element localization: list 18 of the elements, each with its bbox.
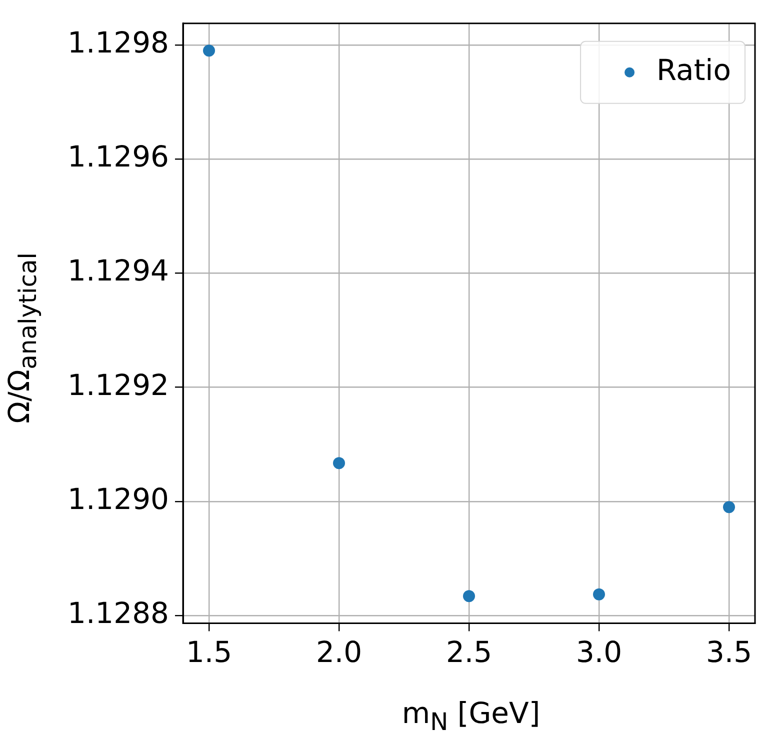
x-tick-label: 3.0 [576, 635, 622, 670]
x-tick-label: 3.5 [706, 635, 752, 670]
x-axis-title: m$_{N}$ [GeV] [400, 696, 542, 736]
x-tick-label: 2.5 [446, 635, 492, 670]
point [333, 457, 345, 470]
point [723, 501, 735, 514]
point [593, 588, 605, 600]
x-tick-label: 1.5 [186, 635, 232, 670]
y-tick-label: 1.1290 [68, 482, 169, 516]
y-tick-label: 1.1294 [68, 254, 169, 288]
point [463, 590, 475, 602]
x-tick-label: 2.0 [316, 635, 362, 670]
y-tick-label: 1.1296 [68, 140, 169, 174]
y-tick-label: 1.1298 [68, 25, 169, 60]
y-tick-label: 1.1288 [68, 596, 169, 630]
point [203, 44, 215, 57]
y-tick-label: 1.1292 [68, 368, 169, 402]
legend-label: Ratio [656, 52, 731, 87]
